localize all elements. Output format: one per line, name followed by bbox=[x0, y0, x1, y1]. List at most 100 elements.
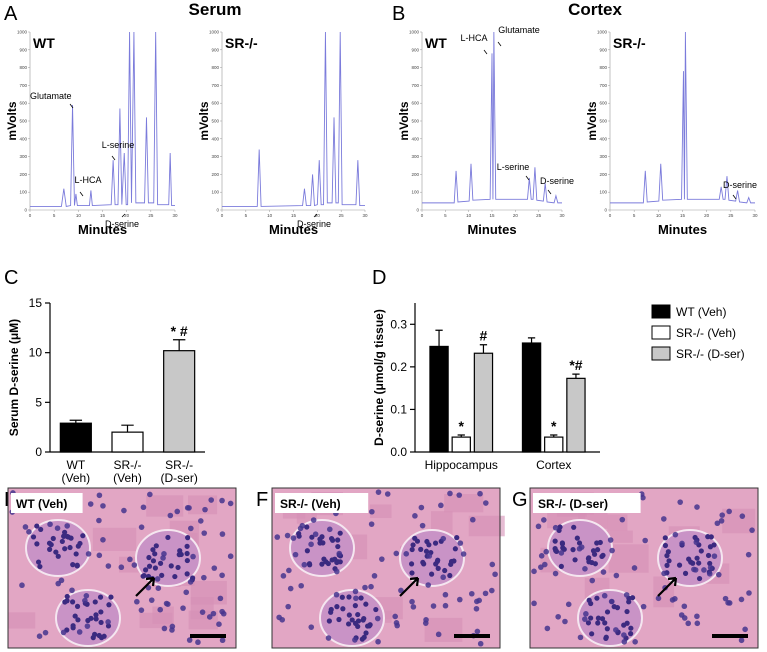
nucleus bbox=[310, 517, 317, 523]
nucleus bbox=[26, 529, 32, 535]
nucleus bbox=[538, 552, 545, 559]
nucleus bbox=[572, 557, 578, 563]
tubule-tissue bbox=[92, 527, 137, 551]
tubule-tissue bbox=[468, 515, 505, 537]
y-tick-label: 100 bbox=[411, 190, 419, 195]
nucleus bbox=[127, 556, 133, 563]
nucleus bbox=[100, 503, 106, 509]
nucleus bbox=[577, 634, 584, 641]
nucleus bbox=[614, 605, 621, 611]
image-label: WT (Veh) bbox=[16, 497, 67, 511]
nucleus bbox=[681, 603, 688, 610]
annotation-pointer bbox=[313, 213, 318, 218]
nucleus bbox=[361, 616, 367, 622]
nucleus bbox=[165, 534, 171, 541]
nucleus bbox=[326, 618, 332, 624]
nucleus bbox=[535, 523, 542, 530]
nucleus bbox=[705, 552, 712, 559]
nucleus bbox=[168, 563, 174, 569]
nucleus bbox=[319, 561, 325, 567]
error-bar bbox=[435, 329, 443, 347]
annotation-pointer bbox=[497, 41, 502, 47]
y-tick-label: 400 bbox=[411, 136, 419, 141]
nucleus bbox=[101, 633, 107, 639]
bar bbox=[521, 342, 542, 453]
nucleus bbox=[96, 517, 102, 524]
significance-mark: * # bbox=[171, 323, 188, 339]
nucleus bbox=[70, 623, 76, 629]
nucleus bbox=[141, 573, 147, 579]
nucleus bbox=[374, 615, 381, 622]
nucleus bbox=[176, 552, 182, 558]
nucleus bbox=[619, 516, 626, 523]
nucleus bbox=[448, 558, 455, 565]
nucleus bbox=[280, 573, 287, 579]
x-tick-label: 25 bbox=[536, 213, 542, 218]
x-tick-label: 5 bbox=[633, 213, 636, 218]
nucleus bbox=[202, 506, 208, 513]
y-tick-label: 700 bbox=[211, 83, 219, 88]
nucleus bbox=[208, 497, 215, 503]
nucleus bbox=[623, 592, 630, 598]
plot-title: WT bbox=[33, 35, 55, 51]
nucleus bbox=[58, 577, 65, 584]
nucleus bbox=[442, 567, 448, 574]
nucleus bbox=[426, 553, 433, 559]
nucleus bbox=[456, 492, 463, 498]
nucleus bbox=[602, 620, 608, 626]
nucleus bbox=[98, 619, 104, 626]
label-box bbox=[533, 493, 641, 513]
x-tick-label: 10 bbox=[466, 213, 472, 218]
nucleus bbox=[707, 544, 714, 550]
annotation-pointer bbox=[732, 194, 737, 200]
y-tick-label: 0 bbox=[35, 445, 42, 459]
nucleus bbox=[559, 541, 566, 547]
tubule-tissue bbox=[369, 504, 392, 519]
nucleus bbox=[82, 597, 88, 604]
x-tick-label: 15 bbox=[291, 213, 297, 218]
y-tick-label: 200 bbox=[211, 172, 219, 177]
nucleus bbox=[346, 594, 352, 600]
nucleus bbox=[410, 542, 416, 548]
y-tick-label: 700 bbox=[19, 83, 27, 88]
nucleus bbox=[19, 582, 25, 589]
annotation-pointer bbox=[547, 189, 552, 195]
nucleus bbox=[379, 556, 385, 562]
nucleus bbox=[80, 533, 86, 539]
nucleus bbox=[154, 576, 161, 582]
label-box bbox=[11, 493, 83, 513]
nucleus bbox=[298, 582, 304, 589]
x-axis-label: Minutes bbox=[467, 222, 516, 237]
nucleus bbox=[447, 490, 453, 497]
nucleus bbox=[152, 565, 159, 571]
nucleus bbox=[565, 601, 572, 608]
nucleus bbox=[393, 620, 400, 626]
y-tick-label: 500 bbox=[599, 119, 607, 124]
nucleus bbox=[75, 617, 81, 623]
annotation-pointer bbox=[69, 103, 74, 109]
nucleus bbox=[384, 491, 391, 497]
nucleus bbox=[146, 554, 152, 561]
y-tick-label: 600 bbox=[19, 101, 27, 106]
nucleus bbox=[167, 512, 174, 519]
nucleus bbox=[337, 530, 343, 536]
nucleus bbox=[190, 553, 196, 560]
y-tick-label: 500 bbox=[411, 119, 419, 124]
nucleus bbox=[582, 565, 588, 572]
nucleus bbox=[452, 546, 458, 552]
nucleus bbox=[629, 595, 636, 601]
nucleus bbox=[688, 559, 694, 565]
nucleus bbox=[412, 535, 418, 541]
nucleus bbox=[597, 539, 603, 546]
nucleus bbox=[711, 553, 718, 559]
nucleus bbox=[70, 562, 76, 568]
nucleus bbox=[429, 571, 435, 577]
y-tick-label: 15 bbox=[29, 296, 43, 310]
x-tick-label: 10 bbox=[267, 213, 273, 218]
nucleus bbox=[553, 548, 560, 555]
nucleus bbox=[108, 594, 114, 600]
nucleus bbox=[410, 604, 417, 610]
y-tick-label: 0.2 bbox=[390, 360, 407, 374]
nucleus bbox=[296, 533, 302, 539]
nucleus bbox=[307, 562, 313, 568]
